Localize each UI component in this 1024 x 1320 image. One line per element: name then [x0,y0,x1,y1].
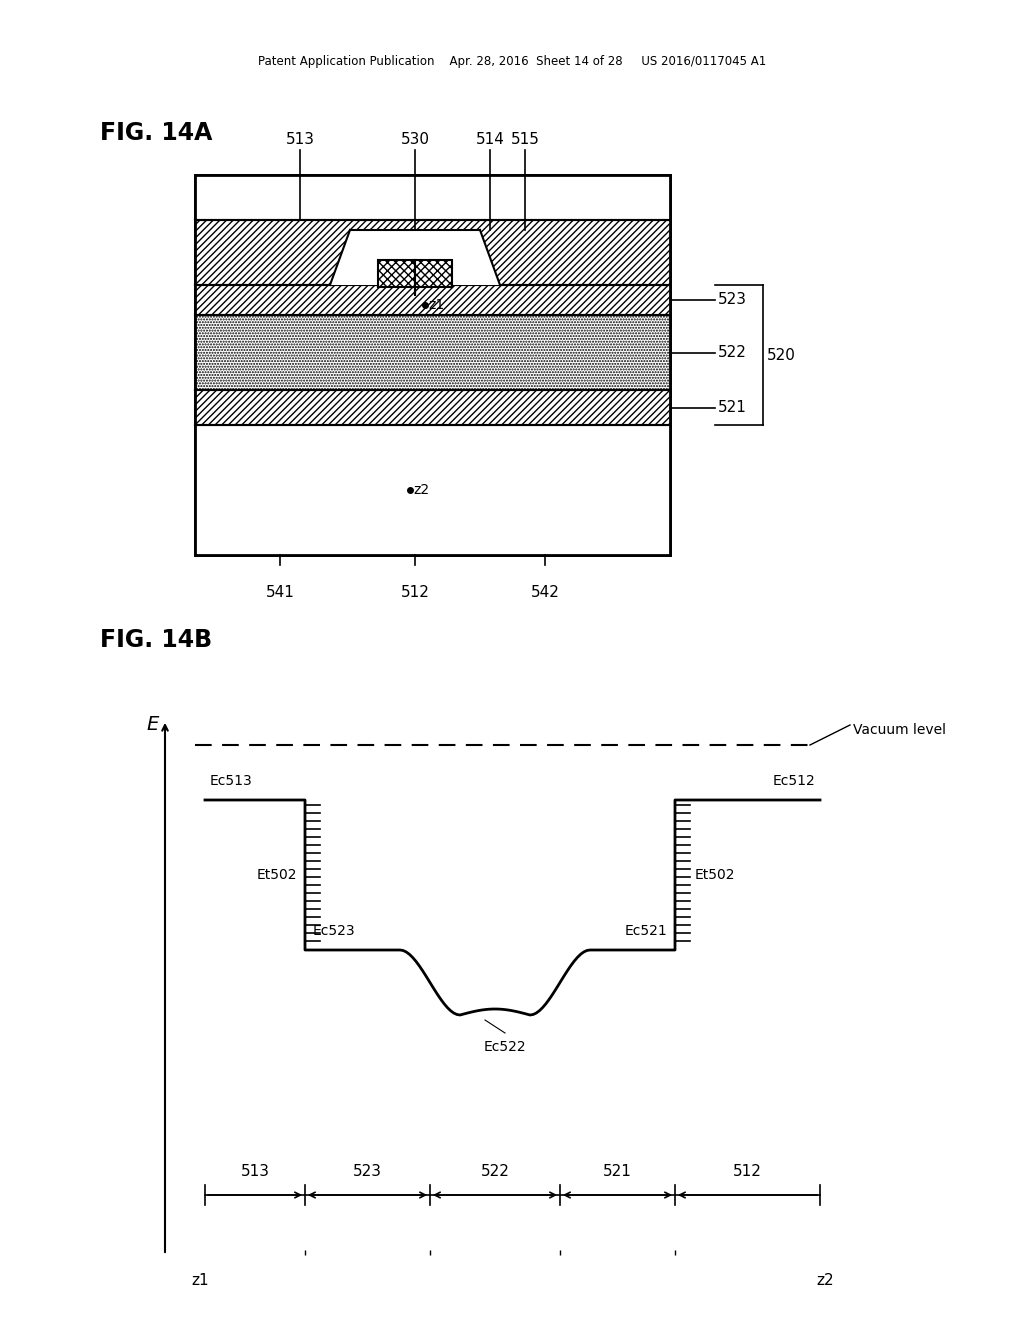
Text: 542: 542 [530,585,559,601]
Text: Et502: Et502 [256,869,297,882]
Text: 513: 513 [241,1164,269,1179]
Text: E: E [146,715,159,734]
Text: z2: z2 [413,483,429,498]
Text: 521: 521 [718,400,746,414]
Text: 523: 523 [353,1164,382,1179]
Text: 514: 514 [475,132,505,147]
Text: Ec522: Ec522 [483,1040,526,1053]
Text: 530: 530 [400,132,429,147]
Bar [378,260,415,286]
Bar [195,176,670,220]
Bar [195,315,670,389]
Text: 522: 522 [480,1164,509,1179]
Text: 515: 515 [511,132,540,147]
Text: 522: 522 [718,345,746,360]
Text: 512: 512 [400,585,429,601]
Bar [195,425,670,554]
Text: 512: 512 [733,1164,762,1179]
Text: z1: z1 [191,1272,209,1288]
Bar [195,220,670,285]
Text: Et502: Et502 [695,869,735,882]
Text: 541: 541 [265,585,295,601]
Text: FIG. 14A: FIG. 14A [100,121,212,145]
Text: 521: 521 [603,1164,632,1179]
Text: z2: z2 [816,1272,834,1288]
Text: Vacuum level: Vacuum level [853,723,946,737]
Polygon shape [330,230,500,285]
Text: Patent Application Publication    Apr. 28, 2016  Sheet 14 of 28     US 2016/0117: Patent Application Publication Apr. 28, … [258,55,766,69]
Text: Ec513: Ec513 [210,774,253,788]
Text: 520: 520 [767,347,796,363]
Bar [195,285,670,315]
Bar [195,176,670,554]
Text: 523: 523 [718,293,746,308]
Text: Ec523: Ec523 [313,924,355,939]
Text: Ec521: Ec521 [625,924,667,939]
Text: z1: z1 [428,298,444,312]
Text: Ec512: Ec512 [772,774,815,788]
Bar [415,260,452,286]
Text: FIG. 14B: FIG. 14B [100,628,212,652]
Bar [195,176,670,554]
Bar [195,389,670,425]
Text: 513: 513 [286,132,314,147]
